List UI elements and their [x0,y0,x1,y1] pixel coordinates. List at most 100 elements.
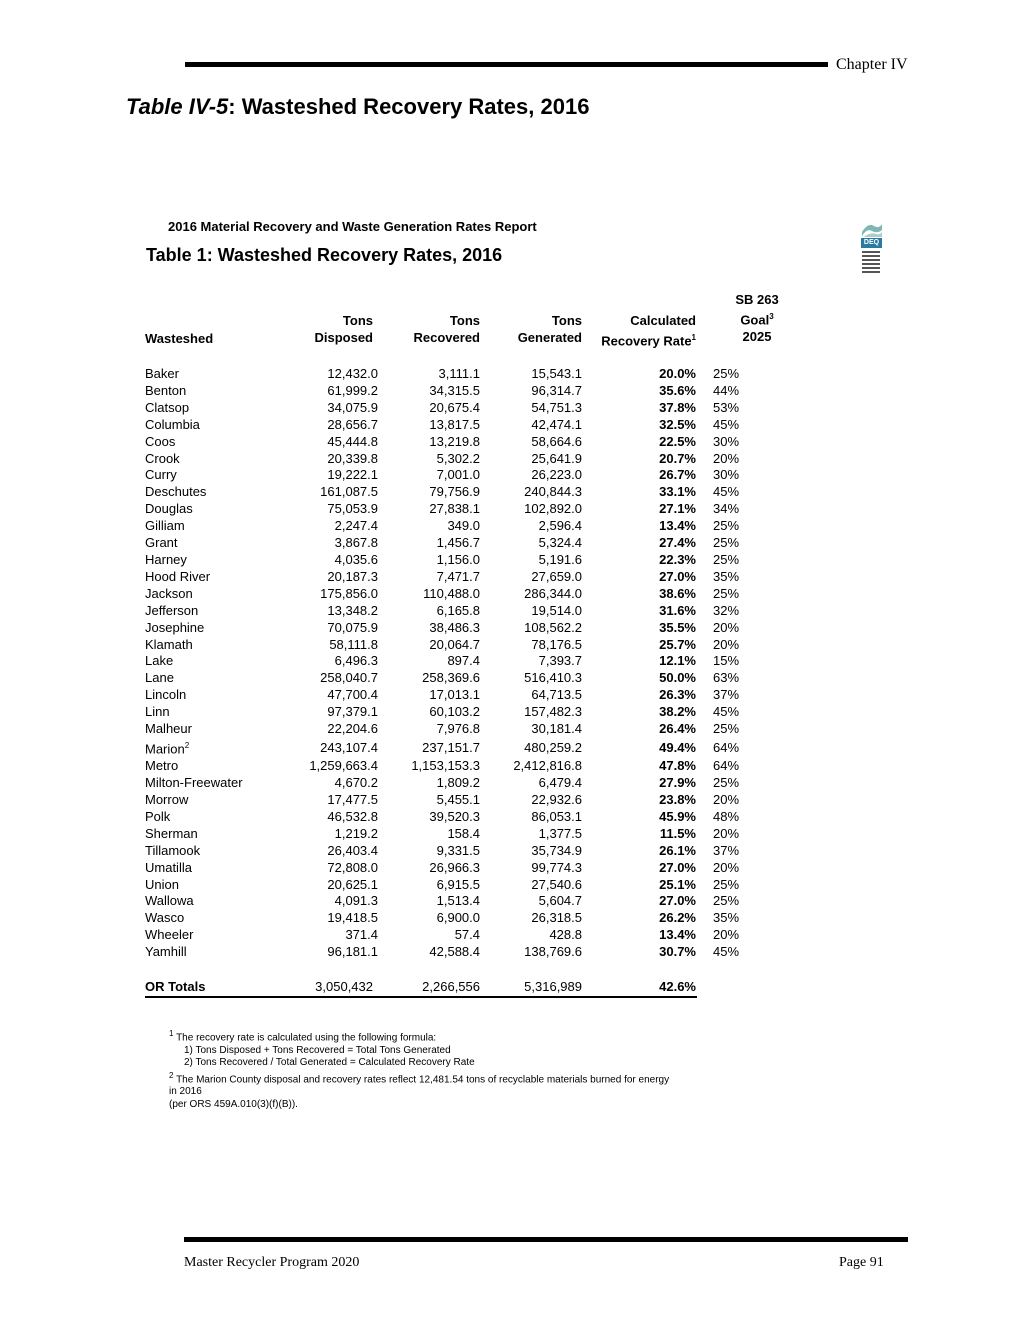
cell-disposed-text: 47,700.4 [327,687,378,703]
cell-recovered-text: 1,153,153.3 [411,758,480,774]
col-header-recovered-line1: Tons [449,313,480,328]
cell-generated: 480,259.2 [480,738,582,758]
cell-generated-text: 78,176.5 [531,636,582,652]
cell-recovered-text: 7,001.0 [436,467,480,483]
cell-disposed-text: 243,107.4 [320,739,378,755]
footnote-1: 1 The recovery rate is calculated using … [169,1028,669,1045]
cell-name: Josephine [145,620,305,637]
cell-goal: 20% [696,826,756,843]
cell-recovered: 20,064.7 [378,637,480,654]
cell-name: Lake [145,653,305,670]
cell-generated-text: 26,318.5 [531,910,582,926]
cell-disposed: 28,656.7 [305,417,378,434]
cell-recovered: 1,456.7 [378,535,480,552]
col-header-generated-line1: Tons [551,313,582,328]
cell-disposed-text: 12,432.0 [327,366,378,381]
cell-name-text: Wasco [145,910,185,926]
cell-goal-text: 25% [712,535,740,551]
cell-name-text: Polk [145,808,171,824]
cell-goal-text: 20% [712,791,740,807]
deq-wave-icon [862,224,882,237]
cell-disposed: 72,808.0 [305,860,378,877]
totals-rule [145,996,697,998]
table-row: Jackson 175,856.0 110,488.0 286,344.0 38.6% 2… [145,586,756,603]
cell-name-text: Milton-Freewater [145,775,243,791]
cell-recovered: 34,315.5 [378,383,480,400]
cell-recovered-text: 6,915.5 [436,876,480,892]
cell-generated-text: 26,223.0 [531,467,582,483]
cell-generated-text: 516,410.3 [524,670,582,686]
cell-disposed-text: 3,867.8 [334,535,378,551]
cell-rate: 26.1% [582,843,696,860]
cell-name-text: Linn [145,704,170,720]
cell-rate-text: 20.0% [659,366,696,381]
cell-rate: 20.0% [582,366,696,383]
footnote-2-text: The Marion County disposal and recovery … [176,1073,670,1085]
cell-goal-text: 30% [712,433,740,449]
cell-goal: 25% [696,552,756,569]
cell-generated: 428.8 [480,927,582,944]
cell-generated-text: 30,181.4 [531,721,582,737]
cell-goal: 25% [696,893,756,910]
cell-goal: 35% [696,569,756,586]
cell-name-text: Lincoln [145,687,187,703]
cell-goal-text: 32% [712,602,740,618]
cell-generated-text: 286,344.0 [524,585,582,601]
cell-rate: 38.2% [582,704,696,721]
cell-name: Marion2 [145,738,305,758]
cell-rate: 26.2% [582,910,696,927]
cell-disposed: 46,532.8 [305,809,378,826]
cell-generated: 240,844.3 [480,484,582,501]
cell-recovered-text: 79,756.9 [429,484,480,500]
cell-rate-text: 50.0% [659,670,696,686]
cell-rate: 22.3% [582,552,696,569]
cell-goal: 20% [696,927,756,944]
cell-disposed-text: 13,348.2 [327,602,378,618]
cell-generated-text: 7,393.7 [538,653,582,669]
cell-name-text: Coos [145,433,176,449]
cell-rate-text: 30.7% [659,944,696,960]
cell-disposed-text: 46,532.8 [327,808,378,824]
table-row: Yamhill 96,181.1 42,588.4 138,769.6 30.7% 45% [145,944,756,961]
cell-name: Wasco [145,910,305,927]
footnotes: 1 The recovery rate is calculated using … [169,1028,669,1111]
cell-disposed: 20,187.3 [305,569,378,586]
cell-name: Lane [145,670,305,687]
cell-rate: 49.4% [582,738,696,758]
col-header-goal-text: Goal [740,312,770,328]
cell-recovered: 258,369.6 [378,670,480,687]
cell-rate-text: 13.4% [659,927,696,943]
cell-generated: 1,377.5 [480,826,582,843]
cell-rate: 30.7% [582,944,696,961]
cell-goal-text: 53% [712,399,740,415]
table-row: Josephine 70,075.9 38,486.3 108,562.2 35.5% 2… [145,620,756,637]
cell-rate-text: 27.0% [659,568,696,584]
cell-recovered-text: 42,588.4 [429,944,480,960]
cell-generated-text: 42,474.1 [531,416,582,432]
col-header-wasteshed: Wasteshed [145,331,214,346]
cell-name: Umatilla [145,860,305,877]
cell-name: Linn [145,704,305,721]
cell-rate-text: 26.1% [659,842,696,858]
cell-rate: 23.8% [582,792,696,809]
cell-disposed: 12,432.0 [305,366,378,383]
cell-rate-text: 22.5% [659,433,696,449]
recovery-rates-table: Baker 12,432.0 3,111.1 15,543.1 20.0% 25% Bent… [145,366,756,961]
cell-rate: 26.4% [582,721,696,738]
cell-name: Tillamook [145,843,305,860]
cell-goal: 37% [696,843,756,860]
cell-disposed-text: 19,418.5 [327,910,378,926]
cell-generated: 27,659.0 [480,569,582,586]
cell-recovered-text: 17,013.1 [429,687,480,703]
cell-goal: 25% [696,366,756,383]
cell-generated-text: 54,751.3 [531,399,582,415]
cell-recovered: 26,966.3 [378,860,480,877]
cell-rate-text: 12.1% [659,653,696,669]
cell-recovered-text: 39,520.3 [429,808,480,824]
cell-goal: 64% [696,758,756,775]
cell-rate: 11.5% [582,826,696,843]
cell-disposed: 175,856.0 [305,586,378,603]
cell-rate: 45.9% [582,809,696,826]
cell-rate: 27.0% [582,860,696,877]
cell-rate-text: 26.3% [659,687,696,703]
